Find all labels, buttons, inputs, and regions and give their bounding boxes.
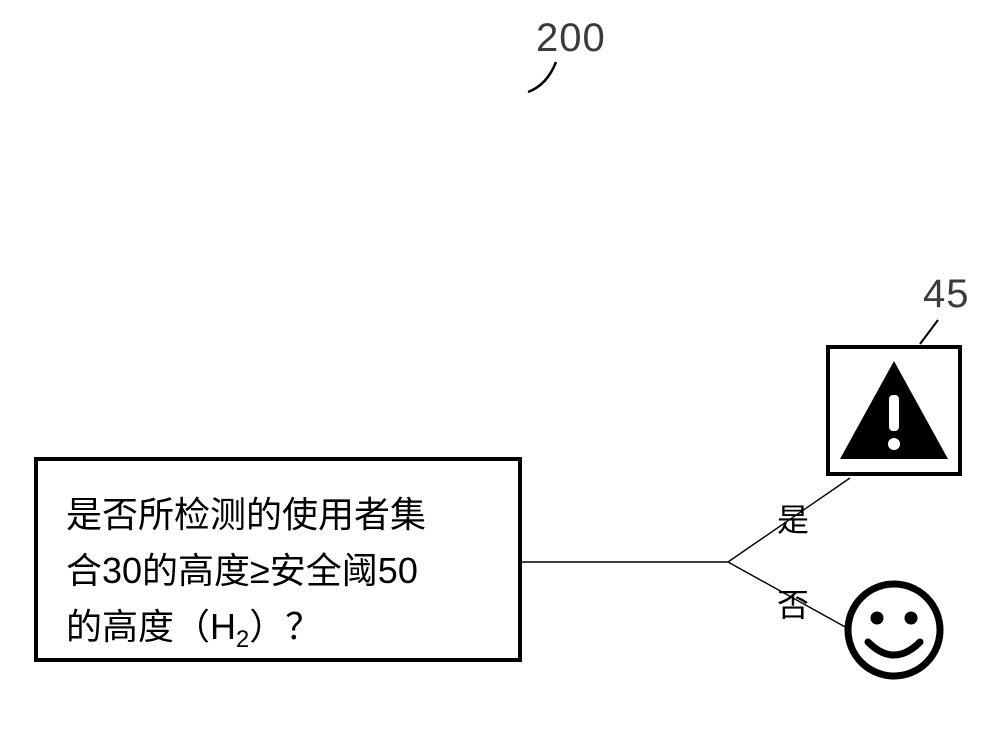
figure-canvas: 200 45 是否所检测的使用者集 合30的高度≥安全阈50 的高度（H2）？ … [0, 0, 1000, 729]
smiley-icon [0, 0, 1000, 729]
